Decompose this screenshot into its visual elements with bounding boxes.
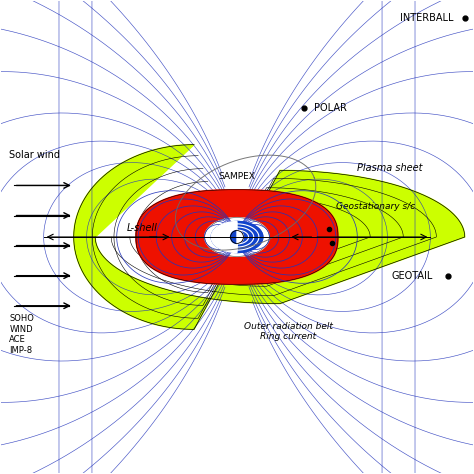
Polygon shape	[136, 190, 338, 284]
Text: L-shell: L-shell	[127, 223, 158, 233]
Text: INTERBALL: INTERBALL	[400, 13, 454, 23]
Polygon shape	[230, 230, 237, 244]
Text: Geostationary s/c: Geostationary s/c	[336, 202, 415, 211]
Polygon shape	[74, 145, 465, 329]
Text: GEOTAIL: GEOTAIL	[392, 271, 433, 281]
Polygon shape	[211, 221, 263, 253]
Text: SOHO
WIND
ACE
IMP-8: SOHO WIND ACE IMP-8	[9, 314, 34, 355]
Polygon shape	[237, 221, 263, 253]
Text: Solar wind: Solar wind	[9, 150, 60, 160]
Polygon shape	[211, 221, 237, 253]
Polygon shape	[205, 218, 269, 256]
Text: POLAR: POLAR	[314, 103, 347, 113]
Polygon shape	[237, 230, 244, 244]
Text: SAMPEX: SAMPEX	[219, 172, 255, 181]
Text: Plasma sheet: Plasma sheet	[357, 163, 423, 173]
Text: Outer radiation belt
Ring current: Outer radiation belt Ring current	[244, 322, 333, 341]
